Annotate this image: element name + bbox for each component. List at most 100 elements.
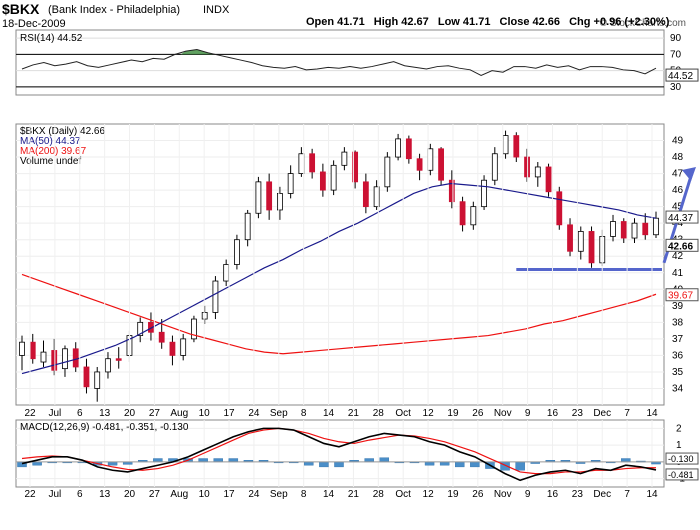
candle-body (545, 166, 552, 193)
macd-x-label: 22 (24, 489, 36, 500)
price-panel-frame (15, 123, 665, 406)
candle-body (169, 341, 176, 356)
candle-body (115, 358, 122, 361)
price-legend-2: MA(200) 39.67 (20, 146, 87, 157)
macd-x-label: Jul (48, 489, 61, 500)
macd-x-label: 23 (572, 489, 584, 500)
candle-body (234, 239, 240, 265)
price-x-label: 6 (77, 408, 83, 419)
candle-body (631, 222, 638, 239)
candle-body (427, 148, 434, 171)
price-x-label: 13 (99, 408, 111, 419)
macd-value-label: -0.130 (668, 454, 694, 464)
candle-body (158, 331, 165, 343)
candle-body (191, 318, 197, 340)
candle-body (255, 181, 262, 214)
price-tick-label: 41 (672, 268, 684, 279)
price-x-label: 17 (223, 408, 235, 419)
macd-histogram-bar (439, 461, 450, 466)
candle-body (395, 138, 402, 158)
candle-body (29, 341, 36, 360)
candle-body (40, 351, 47, 363)
macd-x-label: 8 (301, 489, 307, 500)
price-x-label: Dec (593, 408, 611, 419)
candle-body (105, 358, 111, 373)
macd-x-label: 20 (124, 489, 136, 500)
price-x-label: 10 (199, 408, 211, 419)
price-x-label: Nov (494, 408, 512, 419)
price-x-label: 14 (323, 408, 335, 419)
price-tick-label: 38 (672, 317, 684, 328)
rsi-tick-label: 90 (670, 33, 682, 44)
candle-body (653, 217, 659, 236)
price-x-label: 7 (624, 408, 630, 419)
price-tick-label: 35 (672, 367, 684, 378)
candle-body (309, 153, 316, 173)
macd-x-label: 27 (149, 489, 161, 500)
macd-x-label: Sep (270, 489, 288, 500)
macd-tick-label: 1 (676, 440, 682, 451)
macd-x-label: Nov (494, 489, 512, 500)
candle-body (180, 338, 187, 356)
price-x-label: Jul (48, 408, 61, 419)
macd-x-label: Oct (395, 489, 411, 500)
macd-histogram-bar (334, 461, 344, 468)
price-x-label: 20 (124, 408, 136, 419)
price-tag-label: 39.67 (668, 291, 693, 302)
rsi-line (21, 48, 657, 77)
price-x-label: Aug (170, 408, 188, 419)
candle-body (223, 264, 230, 282)
price-tag-label: 44.37 (668, 213, 693, 224)
candle-body (491, 153, 498, 181)
price-tick-label: 39 (672, 301, 684, 312)
price-tag-box (665, 238, 699, 252)
candle-body (620, 221, 627, 239)
rsi-value-tag (665, 68, 699, 82)
candle-body (72, 348, 79, 368)
macd-x-label: 26 (472, 489, 484, 500)
candle-body (481, 179, 487, 208)
price-x-label: 27 (149, 408, 161, 419)
macd-histogram-bar (424, 461, 435, 466)
candle-body (524, 156, 530, 178)
price-x-label: 16 (547, 408, 559, 419)
price-x-label: 22 (24, 408, 36, 419)
change-value: Chg +0.96 (+2.30%) (569, 16, 670, 28)
macd-histogram-bar (228, 458, 239, 463)
macd-histogram-bar (621, 458, 631, 463)
candle-body (459, 201, 466, 226)
price-x-label: 23 (572, 408, 584, 419)
macd-x-label: 16 (547, 489, 559, 500)
candle-body (62, 348, 68, 370)
price-x-label: 12 (423, 408, 435, 419)
price-tag-box (665, 288, 699, 302)
macd-histogram-bar (470, 461, 480, 468)
macd-histogram-bar (364, 458, 374, 463)
candle-body (266, 181, 273, 211)
header-symbol: $BKX (2, 1, 40, 17)
candle-body (19, 341, 25, 356)
rsi-tick-label: 30 (670, 82, 682, 93)
candle-body (470, 206, 477, 226)
price-tick-label: 44 (672, 218, 684, 229)
price-x-label: 19 (447, 408, 459, 419)
ohlc-summary: Open 41.71 High 42.67 Low 41.71 Close 42… (306, 16, 675, 28)
price-x-label: 28 (373, 408, 385, 419)
ma200-line (21, 273, 657, 355)
price-tick-label: 46 (672, 185, 684, 196)
price-legend-0: $BKX (Daily) 42.66 (20, 126, 105, 137)
macd-signal-line (21, 427, 656, 475)
macd-histogram-bar (319, 461, 329, 468)
macd-histogram-bar (32, 461, 42, 466)
candle-body (416, 158, 423, 171)
copyright-label: © StockCharts.com (599, 18, 686, 29)
macd-histogram-bar (107, 461, 118, 466)
price-x-label: Oct (395, 408, 411, 419)
price-x-label: 8 (301, 408, 307, 419)
macd-line (21, 427, 657, 482)
open-value: Open 41.71 (306, 16, 365, 28)
price-x-label: 24 (248, 408, 260, 419)
candle-body (513, 135, 520, 158)
high-value: High 42.67 (373, 16, 429, 28)
